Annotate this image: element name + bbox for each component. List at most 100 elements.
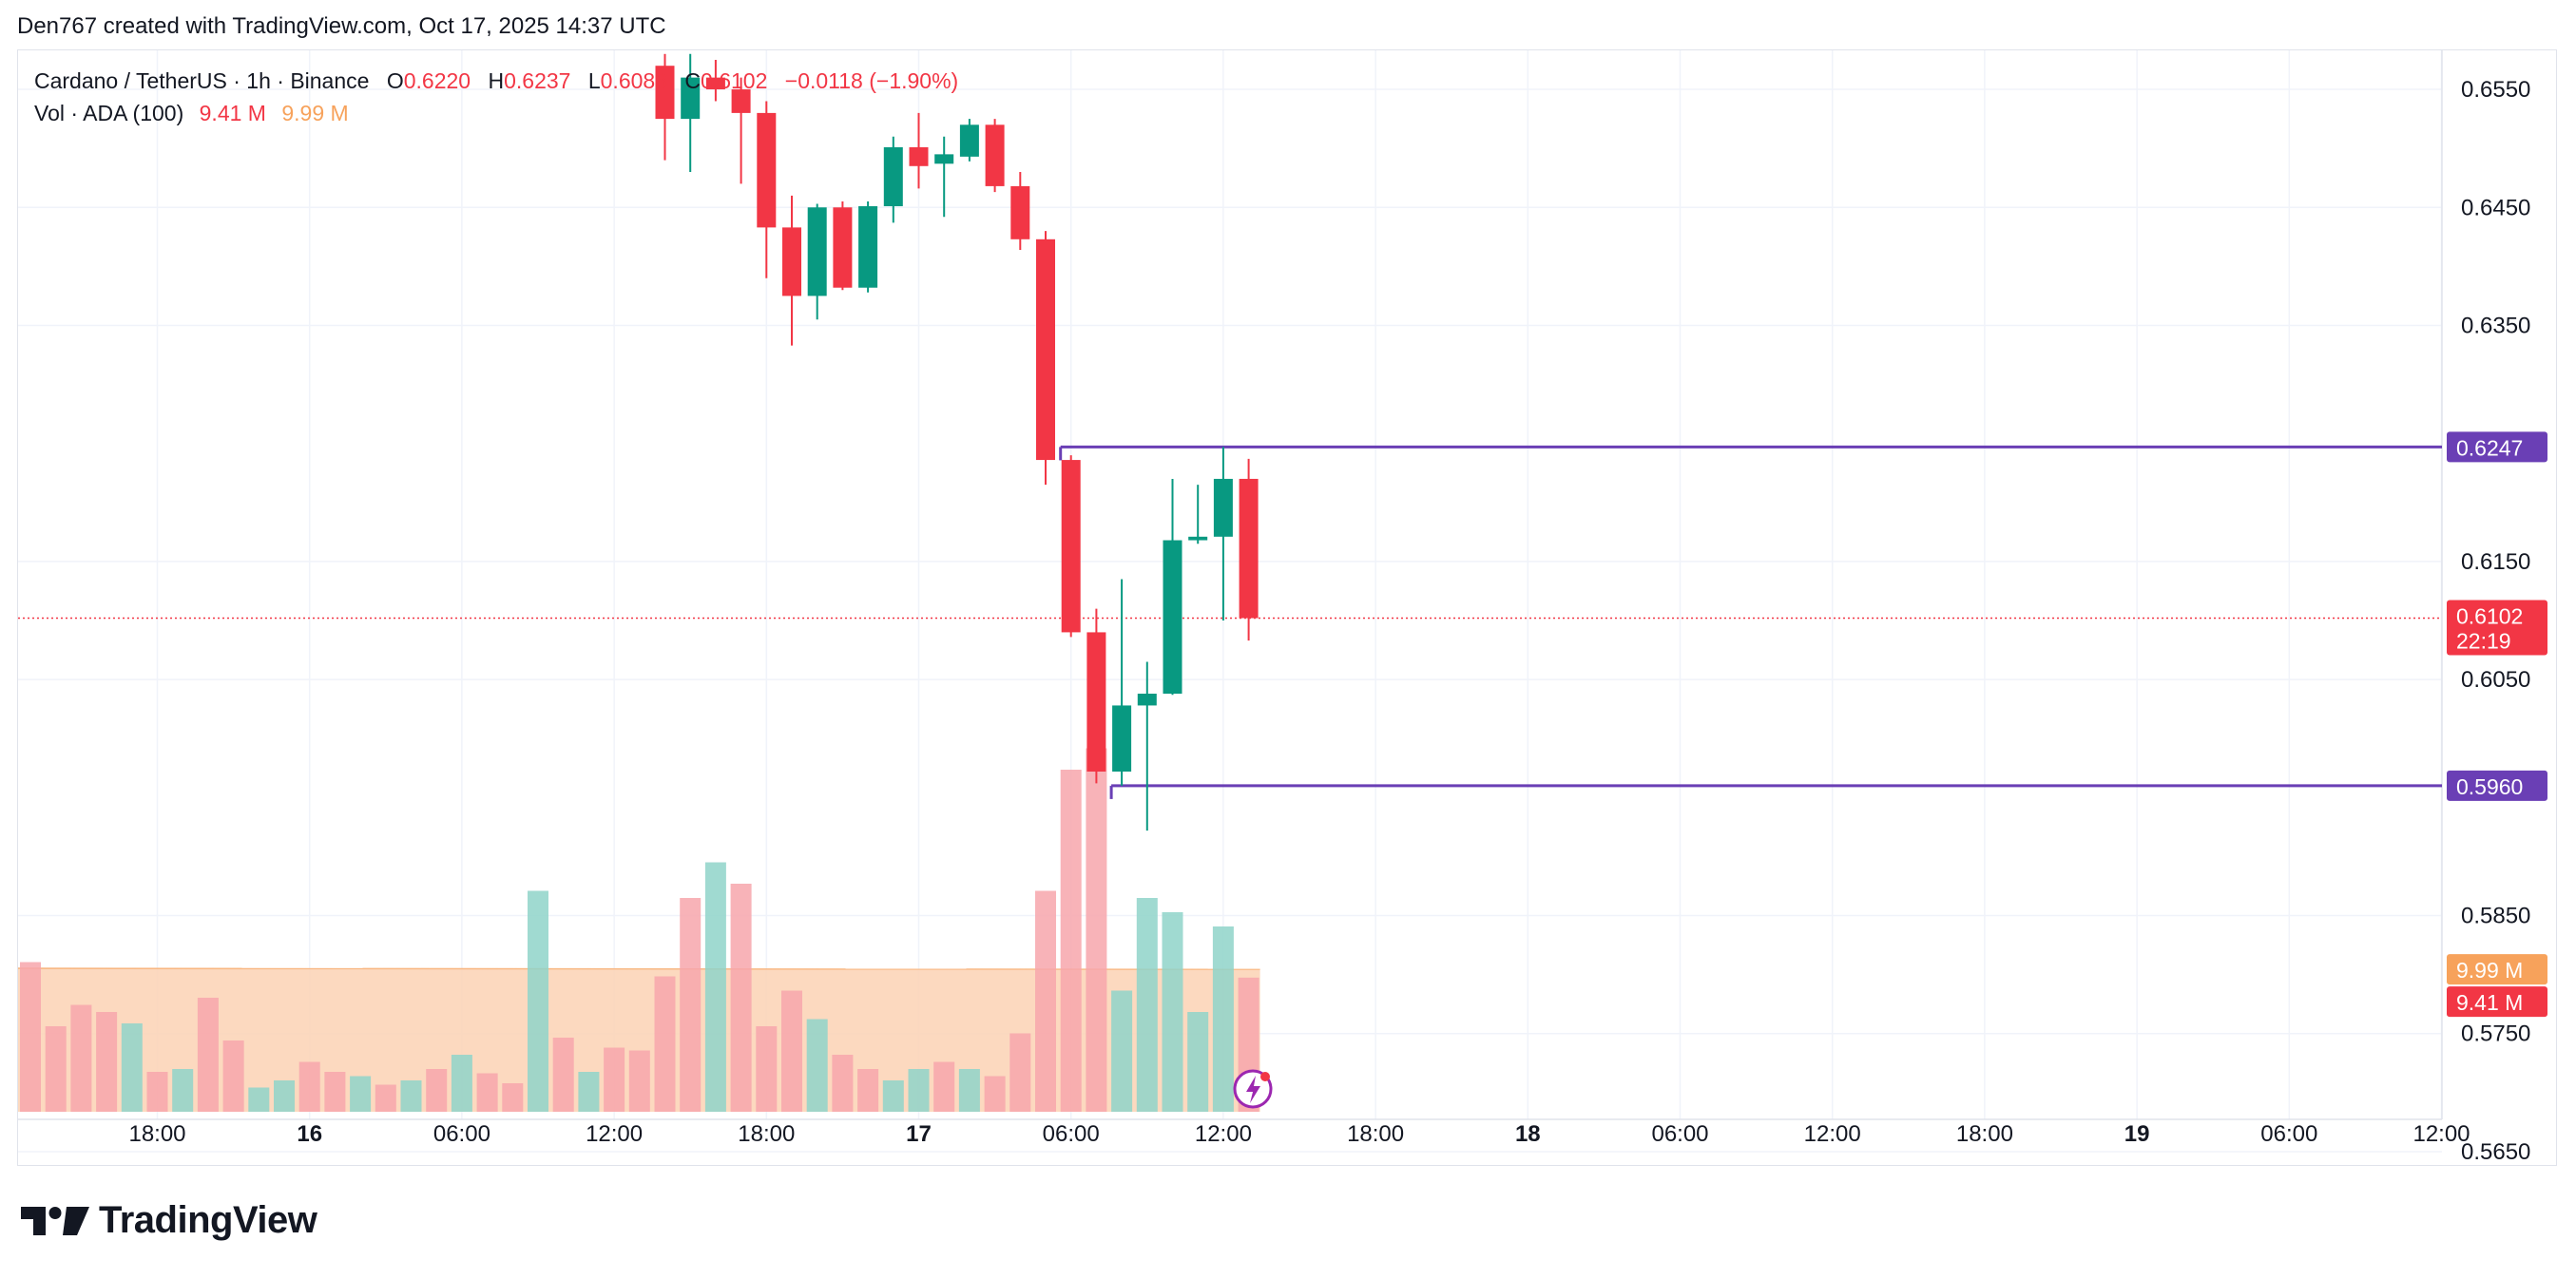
time-tick-label: 06:00	[1651, 1121, 1708, 1147]
volume-bar	[96, 1012, 118, 1112]
volume-bar	[45, 1026, 67, 1112]
volume-bar	[704, 862, 726, 1112]
price-chart[interactable]: 0.6550 0.6450 0.6350 0.6150 0.6050 0.5850 0.57…	[18, 50, 2558, 1167]
candle-body	[681, 77, 701, 120]
chart-credit: Den767 created with TradingView.com, Oct…	[17, 13, 666, 39]
tradingview-logo-text: TradingView	[99, 1199, 317, 1241]
volume-bar	[832, 1055, 854, 1112]
legend-volume-row: Vol · ADA (100) 9.41 M 9.99 M	[34, 97, 958, 129]
volume-bar	[146, 1072, 168, 1112]
legend-price-row: Cardano / TetherUS · 1h · Binance O0.622…	[34, 65, 958, 97]
candle-body	[1010, 185, 1030, 239]
candle-body	[909, 146, 929, 166]
volume-tag	[2447, 986, 2547, 1018]
time-tick-label: 18:00	[1956, 1121, 2013, 1147]
volume-bar	[426, 1069, 448, 1112]
price-tick-label: 0.5750	[2461, 1021, 2530, 1047]
time-axis: 18:00 16 06:00 12:00 18:00 17 06:00 12:00 18:00 1…	[128, 1121, 2470, 1147]
close-value: 0.6102	[701, 68, 768, 93]
volume-bar	[1009, 1033, 1031, 1112]
volume-bar	[806, 1019, 828, 1112]
time-tick-label: 18:00	[738, 1121, 795, 1147]
chart-frame[interactable]: 0.6550 0.6450 0.6350 0.6150 0.6050 0.5850 0.57…	[17, 49, 2557, 1166]
volume-bar	[1136, 898, 1158, 1112]
time-tick-label: 17	[906, 1121, 932, 1147]
level-price-tag-text: 0.5960	[2456, 774, 2523, 799]
volume-bar	[172, 1069, 194, 1112]
volume-bar	[350, 1076, 372, 1112]
volume-bar	[933, 1061, 955, 1112]
volume-bar	[604, 1047, 625, 1112]
time-tick-label: 19	[2124, 1121, 2150, 1147]
change-value: −0.0118 (−1.90%)	[784, 68, 959, 93]
volume-bar	[1086, 748, 1107, 1112]
level-price-tag	[2447, 770, 2547, 801]
volume-bar	[680, 898, 702, 1112]
candle-body	[934, 154, 954, 164]
volume-label[interactable]: Vol · ADA (100)	[34, 101, 184, 125]
low-key: L	[587, 68, 601, 93]
candle-body	[858, 206, 878, 288]
candle-body	[1239, 478, 1259, 619]
price-tick-label: 0.6350	[2461, 313, 2530, 338]
volume-bar	[552, 1038, 574, 1112]
candle-body	[1213, 478, 1233, 537]
volume-bar	[730, 884, 752, 1112]
candle-body	[1112, 705, 1132, 772]
volume-bar	[324, 1072, 346, 1112]
price-tick-label: 0.5850	[2461, 904, 2530, 929]
volume-bar	[528, 890, 548, 1112]
time-tick-label: 12:00	[1804, 1121, 1861, 1147]
current-price-tag	[2447, 600, 2547, 656]
tradingview-logo[interactable]: TradingView	[21, 1199, 317, 1242]
volume-bar	[781, 990, 802, 1112]
time-tick-label: 06:00	[1043, 1121, 1100, 1147]
close-key: C	[684, 68, 702, 93]
time-tick-label: 06:00	[433, 1121, 490, 1147]
horizontal-levels	[18, 445, 2442, 799]
time-tick-label: 12:00	[1195, 1121, 1252, 1147]
volume-bar	[476, 1073, 498, 1112]
volume-bar	[197, 998, 219, 1112]
volume-value: 9.41 M	[199, 101, 266, 125]
symbol-label[interactable]: Cardano / TetherUS · 1h · Binance	[34, 68, 370, 93]
volume-bar	[502, 1083, 524, 1112]
chart-legend: Cardano / TetherUS · 1h · Binance O0.622…	[34, 65, 958, 129]
price-axis: 0.6550 0.6450 0.6350 0.6150 0.6050 0.5850 0.57…	[2461, 77, 2530, 1165]
candle-body	[757, 112, 777, 228]
candle-body	[1086, 632, 1106, 772]
candle-body	[705, 77, 725, 90]
volume-ma-value: 9.99 M	[281, 101, 349, 125]
volume-ma-tag-text: 9.99 M	[2456, 958, 2523, 983]
volume-bar	[628, 1050, 650, 1112]
high-value: 0.6237	[504, 68, 571, 93]
candle-body	[1163, 540, 1182, 695]
candle-body	[1188, 536, 1208, 541]
open-value: 0.6220	[403, 68, 471, 93]
candle-body	[782, 227, 801, 296]
volume-bar	[908, 1069, 930, 1112]
volume-bar	[1212, 926, 1234, 1112]
candle-body	[731, 89, 751, 113]
price-tick-label: 0.5650	[2461, 1139, 2530, 1165]
volume-bar	[1035, 890, 1056, 1112]
time-tick-label: 18:00	[1347, 1121, 1404, 1147]
lightning-icon[interactable]	[1233, 1069, 1273, 1109]
price-tick-label: 0.6550	[2461, 77, 2530, 103]
price-tick-label: 0.6150	[2461, 549, 2530, 575]
volume-bar	[1187, 1012, 1209, 1112]
time-tick-label: 18:00	[128, 1121, 185, 1147]
volume-bar	[654, 976, 676, 1112]
volume-bar	[882, 1080, 904, 1112]
candle-body	[1137, 694, 1157, 706]
volume-bar	[451, 1055, 472, 1112]
volume-bar	[1162, 912, 1183, 1112]
volume-bar	[857, 1069, 879, 1112]
candle-body	[985, 124, 1005, 186]
candlesticks	[655, 53, 1259, 831]
level-price-tag-text: 0.6247	[2456, 435, 2523, 460]
volume-bars	[18, 748, 1260, 1112]
volume-bar	[298, 1061, 320, 1112]
volume-bar	[248, 1087, 270, 1112]
